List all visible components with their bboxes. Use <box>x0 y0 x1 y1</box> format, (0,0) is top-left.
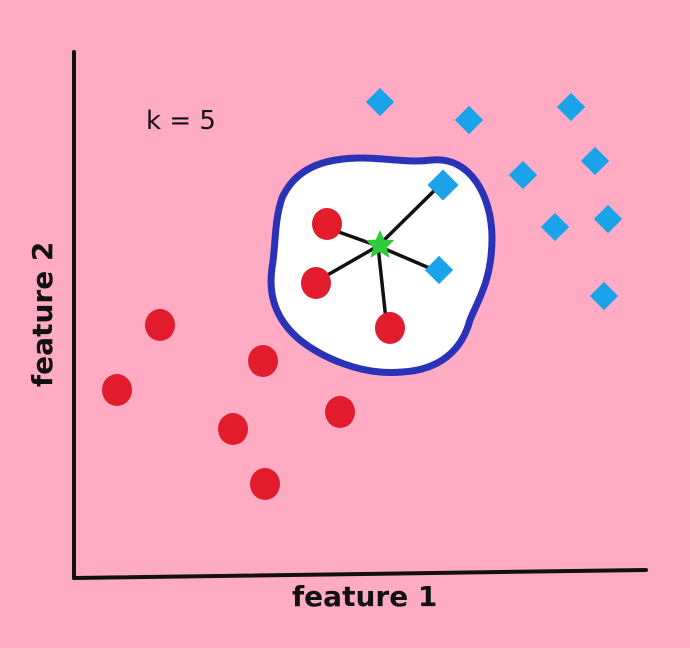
blue-diamond-icon <box>427 169 459 201</box>
red-circle-icon <box>248 345 278 377</box>
blue-diamond-icon <box>593 204 623 234</box>
blue-diamond-icon <box>580 146 610 176</box>
k-label: k = 5 <box>146 106 216 136</box>
red-circle-icon <box>312 208 342 240</box>
red-circle-icon <box>102 374 132 406</box>
red-circle-icon <box>250 468 280 500</box>
y-axis-label: feature 2 <box>26 242 59 387</box>
link-to-red-3 <box>376 244 388 322</box>
green-star-icon <box>365 230 395 258</box>
blue-diamond-icon <box>365 87 395 117</box>
blue-diamond-icon <box>540 212 570 242</box>
blue-diamond-icon <box>589 281 619 311</box>
link-to-red-2 <box>322 244 380 279</box>
x-axis-label: feature 1 <box>292 580 437 613</box>
red-circle-icon <box>375 312 405 344</box>
link-to-blue-1 <box>376 183 442 248</box>
red-circle-icon <box>325 396 355 428</box>
red-circle-icon <box>218 413 248 445</box>
red-circle-icon <box>301 267 331 299</box>
red-circle-icon <box>145 309 175 341</box>
blue-diamond-icon <box>454 105 484 135</box>
x-axis-line <box>72 568 648 580</box>
class-a-points <box>102 208 405 500</box>
neighbor-links <box>322 183 442 322</box>
blue-diamond-icon <box>556 92 586 122</box>
blue-diamond-icon <box>508 160 538 190</box>
